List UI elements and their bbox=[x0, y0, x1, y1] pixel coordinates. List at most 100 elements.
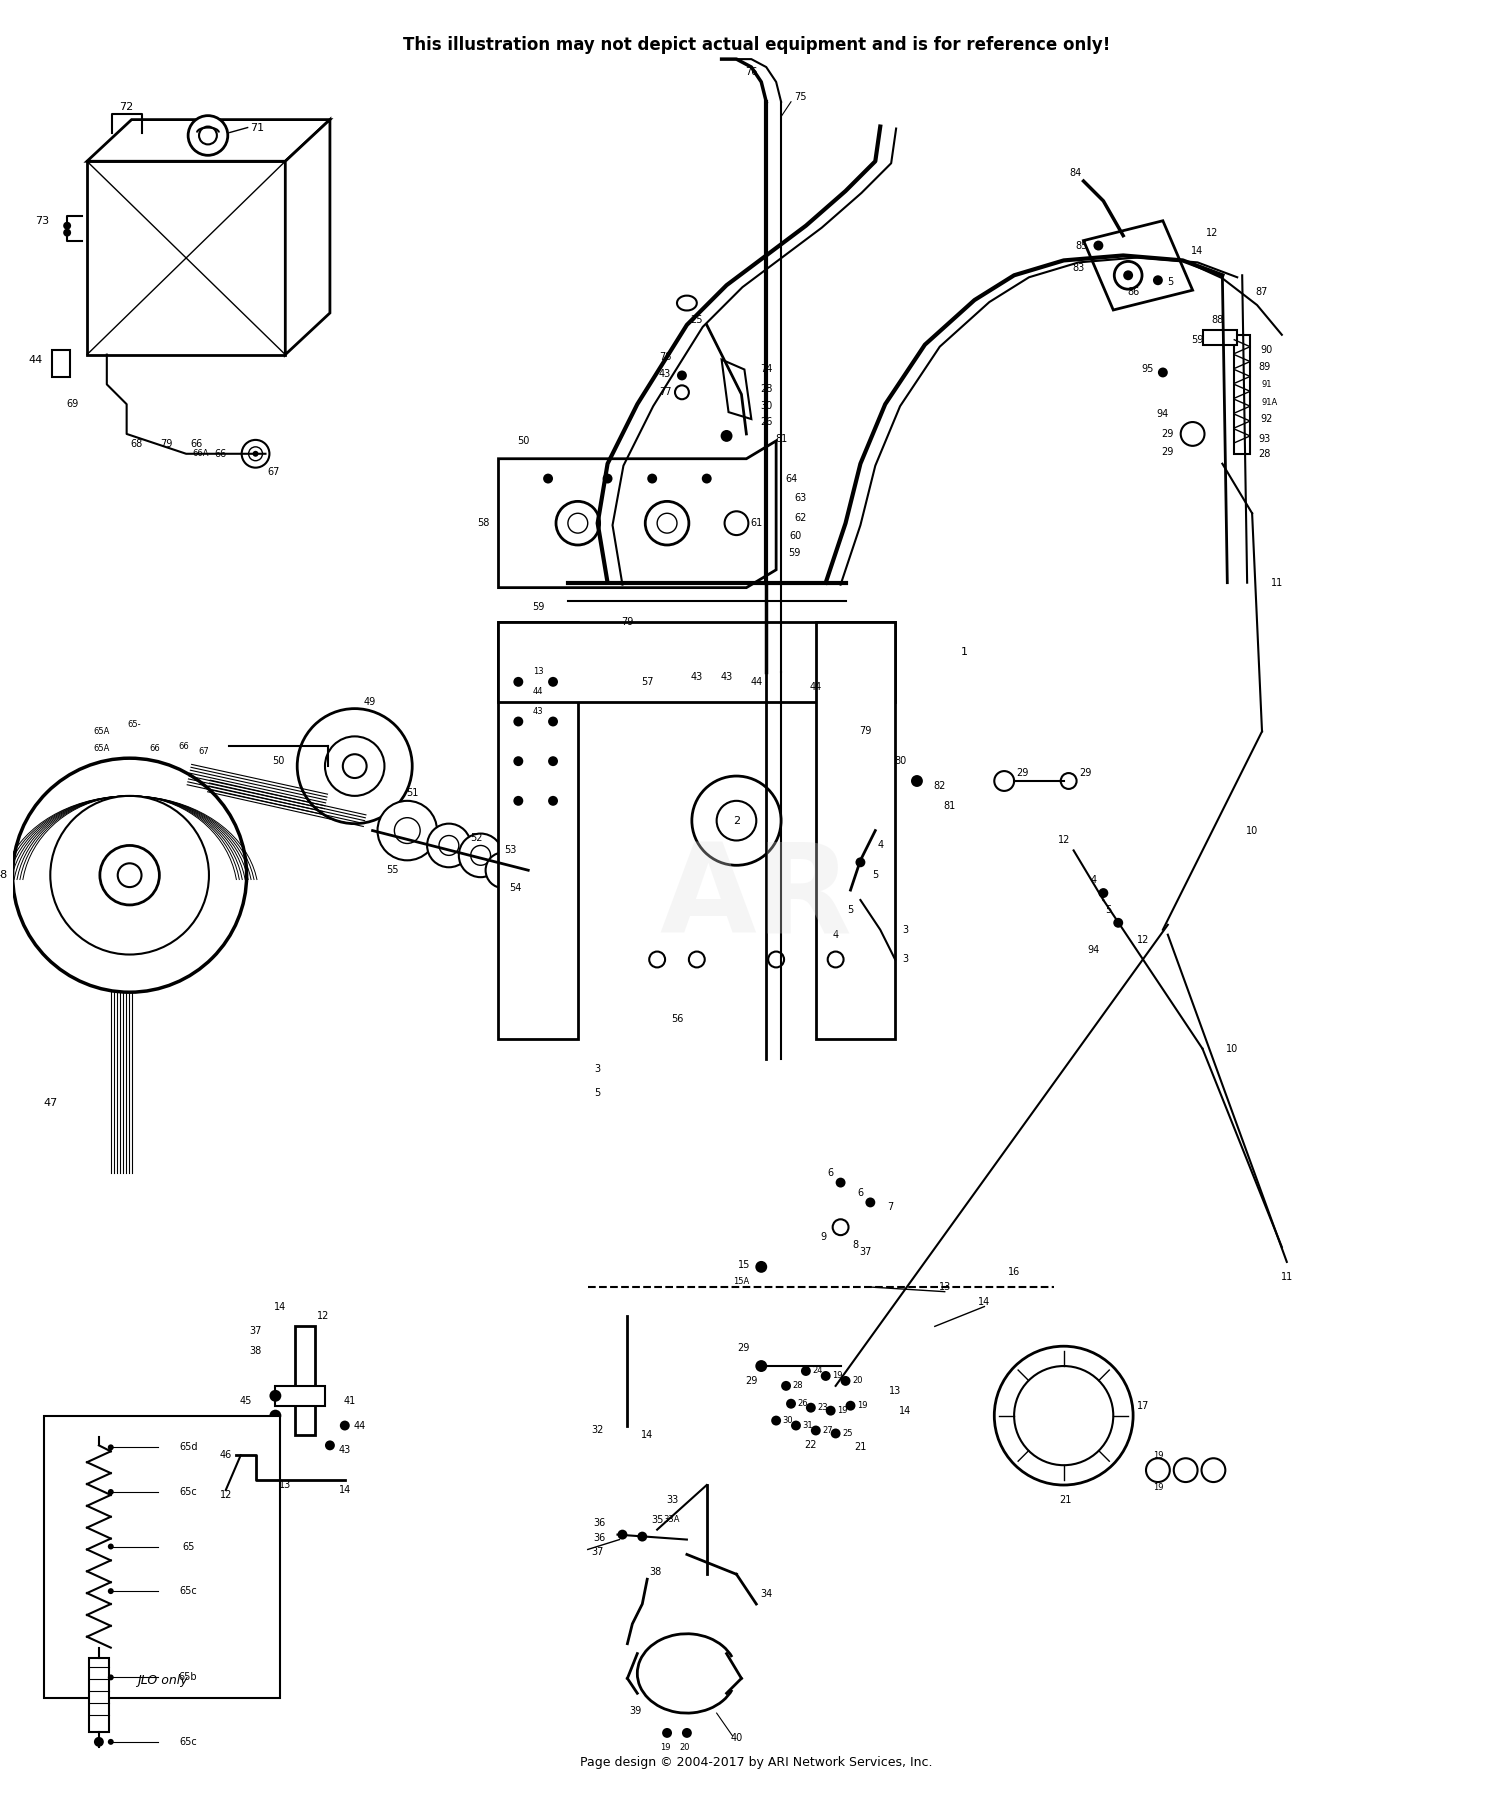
Text: 13: 13 bbox=[939, 1282, 951, 1291]
Text: 47: 47 bbox=[44, 1099, 57, 1108]
Text: 13: 13 bbox=[279, 1480, 291, 1491]
Text: 6: 6 bbox=[858, 1187, 864, 1197]
Text: 33: 33 bbox=[666, 1494, 678, 1505]
Polygon shape bbox=[498, 622, 578, 1039]
Text: 79: 79 bbox=[859, 726, 871, 737]
Text: 65c: 65c bbox=[180, 1586, 196, 1597]
Circle shape bbox=[117, 863, 141, 886]
Circle shape bbox=[790, 1420, 801, 1431]
Text: 10: 10 bbox=[1246, 825, 1258, 836]
Text: This illustration may not depict actual equipment and is for reference only!: This illustration may not depict actual … bbox=[402, 36, 1110, 54]
Text: 79: 79 bbox=[621, 617, 633, 628]
Text: 29: 29 bbox=[1161, 446, 1174, 457]
Text: 8: 8 bbox=[852, 1241, 858, 1250]
Text: 60: 60 bbox=[790, 530, 802, 541]
Circle shape bbox=[1113, 917, 1124, 928]
Text: 12: 12 bbox=[219, 1491, 232, 1500]
Text: 79: 79 bbox=[160, 439, 172, 450]
Circle shape bbox=[702, 473, 711, 484]
Polygon shape bbox=[816, 622, 896, 1039]
Text: 4: 4 bbox=[878, 840, 884, 850]
Text: 66: 66 bbox=[214, 450, 226, 458]
Text: 5: 5 bbox=[871, 870, 879, 881]
Polygon shape bbox=[498, 441, 776, 588]
Text: 14: 14 bbox=[640, 1431, 654, 1440]
Text: 12: 12 bbox=[1137, 935, 1149, 944]
Text: 22: 22 bbox=[804, 1440, 818, 1451]
Circle shape bbox=[108, 1674, 114, 1681]
Circle shape bbox=[486, 852, 522, 888]
Text: 39: 39 bbox=[628, 1706, 642, 1715]
Text: 29: 29 bbox=[1080, 768, 1092, 779]
Circle shape bbox=[994, 1347, 1132, 1485]
Circle shape bbox=[676, 370, 687, 381]
Text: 9: 9 bbox=[821, 1232, 827, 1242]
Text: 93: 93 bbox=[1258, 433, 1270, 444]
Circle shape bbox=[717, 800, 756, 840]
Text: 74: 74 bbox=[760, 365, 772, 374]
Circle shape bbox=[326, 737, 384, 797]
Circle shape bbox=[63, 221, 70, 230]
Circle shape bbox=[1158, 367, 1168, 378]
Circle shape bbox=[840, 1375, 850, 1386]
Text: 25: 25 bbox=[690, 315, 703, 325]
Text: 40: 40 bbox=[730, 1733, 742, 1742]
Text: 14: 14 bbox=[978, 1296, 990, 1307]
Circle shape bbox=[513, 717, 523, 726]
Circle shape bbox=[548, 676, 558, 687]
Text: 19: 19 bbox=[1152, 1451, 1162, 1460]
Circle shape bbox=[513, 797, 523, 806]
Text: 11: 11 bbox=[1281, 1271, 1293, 1282]
Polygon shape bbox=[87, 120, 330, 162]
Circle shape bbox=[645, 502, 688, 545]
Circle shape bbox=[675, 385, 688, 399]
Circle shape bbox=[543, 473, 554, 484]
Text: 43: 43 bbox=[339, 1446, 351, 1455]
Text: 26: 26 bbox=[798, 1399, 808, 1408]
Text: 57: 57 bbox=[640, 676, 654, 687]
Polygon shape bbox=[1083, 221, 1192, 309]
Circle shape bbox=[548, 717, 558, 726]
Circle shape bbox=[242, 441, 270, 467]
Text: 12: 12 bbox=[1206, 228, 1218, 237]
Circle shape bbox=[801, 1366, 812, 1375]
Circle shape bbox=[471, 845, 490, 865]
Text: 44: 44 bbox=[810, 681, 822, 692]
Circle shape bbox=[688, 951, 705, 967]
Text: 44: 44 bbox=[354, 1420, 366, 1431]
Text: 19: 19 bbox=[1152, 1483, 1162, 1492]
Text: 29: 29 bbox=[746, 1375, 758, 1386]
Circle shape bbox=[682, 1728, 692, 1739]
Circle shape bbox=[513, 757, 523, 766]
Circle shape bbox=[51, 797, 209, 955]
Circle shape bbox=[1174, 1458, 1197, 1482]
Text: 31: 31 bbox=[802, 1420, 813, 1429]
Text: 53: 53 bbox=[504, 845, 516, 856]
Text: 21: 21 bbox=[853, 1442, 867, 1453]
Text: 67: 67 bbox=[267, 467, 279, 476]
Circle shape bbox=[865, 1197, 876, 1208]
Circle shape bbox=[836, 1178, 846, 1187]
Text: 14: 14 bbox=[1191, 246, 1203, 255]
Text: 43: 43 bbox=[532, 707, 543, 716]
Circle shape bbox=[618, 1530, 627, 1539]
Text: 71: 71 bbox=[251, 122, 264, 133]
Text: 80: 80 bbox=[894, 757, 906, 766]
Circle shape bbox=[108, 1739, 114, 1744]
Text: 26: 26 bbox=[760, 417, 772, 428]
Text: 19: 19 bbox=[837, 1406, 848, 1415]
Text: 25: 25 bbox=[843, 1429, 854, 1438]
Text: 15A: 15A bbox=[734, 1277, 750, 1286]
Circle shape bbox=[724, 511, 748, 536]
Circle shape bbox=[786, 1399, 796, 1408]
Circle shape bbox=[270, 1390, 282, 1402]
Circle shape bbox=[427, 823, 471, 867]
Circle shape bbox=[846, 1401, 855, 1411]
Text: 19: 19 bbox=[660, 1744, 670, 1753]
Text: 43: 43 bbox=[720, 672, 732, 681]
Text: 4: 4 bbox=[833, 930, 839, 940]
Text: AR: AR bbox=[660, 838, 853, 960]
Text: 43: 43 bbox=[690, 672, 703, 681]
Circle shape bbox=[720, 430, 732, 442]
Text: 38: 38 bbox=[249, 1347, 261, 1356]
